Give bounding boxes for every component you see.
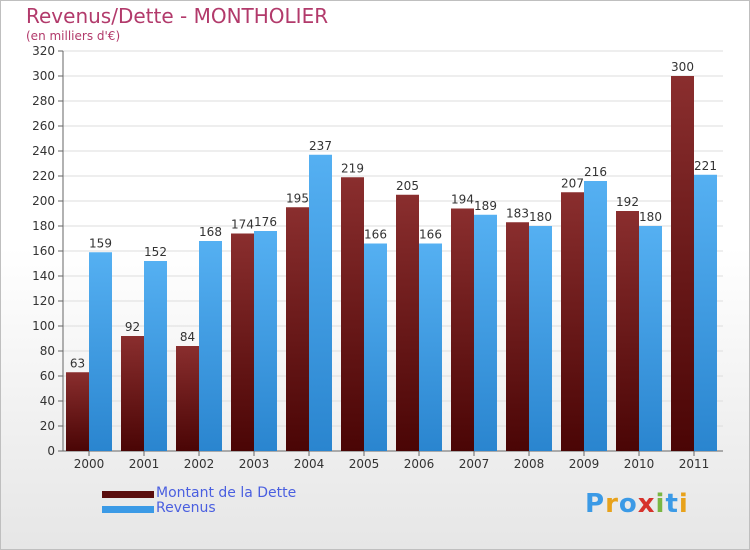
data-label-revenus: 189	[474, 199, 497, 213]
bar-dette	[231, 233, 254, 451]
y-tick-label: 260	[32, 119, 55, 133]
y-tick-label: 100	[32, 319, 55, 333]
data-label-revenus: 237	[309, 139, 332, 153]
bar-dette	[506, 222, 529, 451]
data-label-revenus: 159	[89, 236, 112, 250]
y-tick-label: 200	[32, 194, 55, 208]
y-tick-label: 240	[32, 144, 55, 158]
data-label-revenus: 221	[694, 159, 717, 173]
chart-subtitle: (en milliers d'€)	[26, 29, 121, 43]
y-tick-label: 0	[47, 444, 55, 458]
x-tick-label: 2010	[624, 457, 655, 471]
bar-dette	[286, 207, 309, 451]
data-label-dette: 63	[70, 356, 85, 370]
logo-letter: x	[637, 489, 656, 519]
y-tick-label: 300	[32, 69, 55, 83]
bar-revenus	[254, 231, 277, 451]
logo-letter: i	[655, 489, 666, 519]
x-tick-label: 2004	[294, 457, 325, 471]
y-tick-label: 320	[32, 44, 55, 58]
data-label-dette: 84	[180, 330, 195, 344]
data-label-dette: 195	[286, 191, 309, 205]
data-label-revenus: 152	[144, 245, 167, 259]
logo-letter: r	[605, 489, 619, 519]
x-tick-label: 2007	[459, 457, 490, 471]
data-label-revenus: 180	[639, 210, 662, 224]
y-tick-label: 280	[32, 94, 55, 108]
y-tick-label: 60	[40, 369, 55, 383]
y-tick-label: 160	[32, 244, 55, 258]
bar-revenus	[89, 252, 112, 451]
data-label-dette: 174	[231, 218, 254, 232]
bar-revenus	[309, 154, 332, 451]
data-label-dette: 92	[125, 320, 140, 334]
x-tick-label: 2006	[404, 457, 435, 471]
bar-revenus	[199, 241, 222, 451]
bar-revenus	[639, 226, 662, 451]
bar-revenus	[419, 243, 442, 451]
y-tick-label: 40	[40, 394, 55, 408]
data-label-dette: 207	[561, 176, 584, 190]
bar-dette	[341, 177, 364, 451]
data-label-dette: 205	[396, 179, 419, 193]
x-tick-label: 2001	[129, 457, 160, 471]
data-label-dette: 300	[671, 60, 694, 74]
bar-revenus	[584, 181, 607, 451]
bar-dette	[66, 372, 89, 451]
proxiti-logo: Proxiti	[585, 489, 689, 519]
y-tick-label: 120	[32, 294, 55, 308]
y-tick-label: 140	[32, 269, 55, 283]
bar-dette	[616, 211, 639, 451]
x-tick-label: 2003	[239, 457, 270, 471]
bar-dette	[176, 346, 199, 451]
legend-swatch-revenus	[102, 506, 154, 513]
data-label-dette: 194	[451, 193, 474, 207]
x-tick-label: 2009	[569, 457, 600, 471]
bar-dette	[451, 208, 474, 451]
x-tick-label: 2005	[349, 457, 380, 471]
bar-revenus	[364, 243, 387, 451]
logo-letter: t	[665, 489, 679, 519]
data-label-revenus: 180	[529, 210, 552, 224]
x-tick-label: 2008	[514, 457, 545, 471]
x-tick-label: 2011	[679, 457, 710, 471]
bar-revenus	[474, 214, 497, 451]
y-tick-label: 80	[40, 344, 55, 358]
bar-dette	[671, 76, 694, 451]
bar-dette	[396, 194, 419, 451]
logo-letter: o	[618, 489, 638, 519]
data-label-revenus: 166	[419, 228, 442, 242]
legend-label-revenus: Revenus	[156, 500, 216, 516]
legend-swatch-dette	[102, 491, 154, 498]
data-label-dette: 192	[616, 195, 639, 209]
y-tick-label: 180	[32, 219, 55, 233]
logo-letter: P	[585, 489, 606, 519]
data-label-revenus: 216	[584, 165, 607, 179]
logo-letter: i	[678, 489, 689, 519]
data-label-revenus: 168	[199, 225, 222, 239]
chart-title: Revenus/Dette - MONTHOLIER	[26, 4, 329, 28]
bar-revenus	[694, 174, 717, 451]
data-label-dette: 219	[341, 161, 364, 175]
x-tick-label: 2002	[184, 457, 215, 471]
data-label-revenus: 166	[364, 228, 387, 242]
x-tick-label: 2000	[74, 457, 105, 471]
bar-revenus	[144, 261, 167, 451]
data-label-dette: 183	[506, 206, 529, 220]
data-label-revenus: 176	[254, 215, 277, 229]
legend-label-dette: Montant de la Dette	[156, 485, 297, 501]
y-tick-label: 220	[32, 169, 55, 183]
bar-dette	[561, 192, 584, 451]
y-tick-label: 20	[40, 419, 55, 433]
bar-dette	[121, 336, 144, 451]
bar-revenus	[529, 226, 552, 451]
